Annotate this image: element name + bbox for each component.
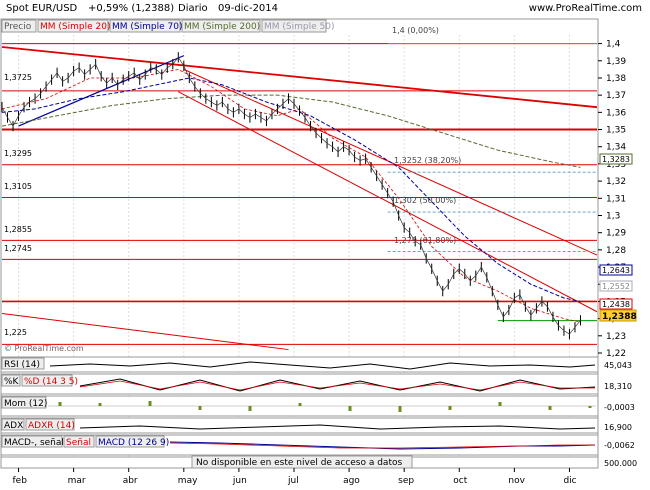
rsi-label: RSI (14) xyxy=(4,360,40,370)
y-tick-label-0: 1,4 xyxy=(606,40,621,50)
y-tick-label-8: 1,32 xyxy=(606,177,626,187)
badge-12643: 1,2643 xyxy=(602,266,630,275)
header-date: 09-dic-2014 xyxy=(218,3,279,14)
fib-label-50: 1,302 (50,00%) xyxy=(394,196,456,205)
legend-ma200: MM (Simple 200) xyxy=(184,22,260,32)
volume-notice: No disponible en este nivel de acceso a … xyxy=(196,458,402,468)
macd-label2: Señal xyxy=(66,438,91,448)
fib-label-618: 1,279 (61,80%) xyxy=(394,236,456,245)
x-tick-label-10: dic xyxy=(563,476,576,486)
trend-line-1 xyxy=(178,91,598,313)
level-labels: 1,3725 1,3295 1,3105 1,2855 1,2745 1,225 xyxy=(4,73,32,337)
stoch-value: 18,310 xyxy=(604,382,632,391)
macd-label: MACD-, señal xyxy=(4,438,64,448)
ma200-line xyxy=(1,94,581,168)
ma70-line xyxy=(1,77,581,302)
trend-line-3 xyxy=(1,312,289,351)
x-tick-label-6: ago xyxy=(343,476,360,486)
adx-value: 16,900 xyxy=(604,423,632,432)
x-tick-label-9: nov xyxy=(508,476,525,486)
mom-pane: Mom (12) -0,0003 xyxy=(0,395,635,417)
x-tick-label-2: abr xyxy=(123,476,138,486)
mom-histogram xyxy=(58,401,592,412)
rsi-line xyxy=(49,361,596,370)
moving-averages xyxy=(1,68,581,323)
x-tick-label-8: oct xyxy=(453,476,467,486)
price-badges: 1,3283 1,2643 1,2552 1,2438 1,2388 xyxy=(599,153,637,322)
adx-label2: ADXR (14) xyxy=(28,421,75,431)
ma20-line xyxy=(1,68,581,323)
fibonacci-levels xyxy=(387,43,597,252)
y-tick-label-17: 1,23 xyxy=(606,332,626,342)
volume-pane: No disponible en este nivel de acceso a … xyxy=(0,455,637,469)
legend-precio: Precio xyxy=(4,22,32,32)
adx-line xyxy=(79,424,596,430)
y-tick-label-7: 1,33 xyxy=(606,160,626,170)
adx-pane: ADX ADXR (14) 16,900 xyxy=(0,417,632,434)
x-tick-label-5: jul xyxy=(287,476,299,486)
y-tick-label-6: 1,34 xyxy=(606,143,626,153)
y-tick-label-9: 1,31 xyxy=(606,194,626,204)
ma-legend: Precio MM (Simple 20) MM (Simple 70) MM … xyxy=(1,19,334,33)
stoch-label2: %D (14 3 5) xyxy=(24,377,78,387)
legend-ma50: MM (Simple 50) xyxy=(264,22,334,32)
x-tick-label-7: sep xyxy=(398,476,414,486)
rsi-value: 45,043 xyxy=(604,361,632,370)
y-tick-label-1: 1,39 xyxy=(606,57,626,67)
trend-line-0 xyxy=(1,46,598,109)
badge-12438: 1,2438 xyxy=(602,300,630,309)
y-tick-label-5: 1,35 xyxy=(606,126,626,136)
header-change: +0,59% (1,2388) xyxy=(88,3,175,14)
badge-12388: 1,2388 xyxy=(602,312,637,322)
volume-value: 500.000 xyxy=(604,459,637,468)
level-label-13725: 1,3725 xyxy=(4,73,32,82)
y-tick-label-2: 1,38 xyxy=(606,74,626,84)
mom-label: Mom (12) xyxy=(4,399,47,409)
macd-label3: MACD (12 26 9) xyxy=(98,438,169,448)
badge-12552: 1,2552 xyxy=(602,282,630,291)
fib-label-38: 1,3252 (38,20%) xyxy=(394,156,461,165)
legend-ma70: MM (Simple 70) xyxy=(112,22,182,32)
y-tick-label-10: 1,3 xyxy=(606,211,620,221)
x-tick-label-1: mar xyxy=(68,476,86,486)
rsi-pane: RSI (14) 45,043 xyxy=(0,356,632,373)
legend-ma20: MM (Simple 20) xyxy=(40,22,110,32)
x-tick-label-3: may xyxy=(178,476,198,486)
x-axis: feb mar abr may jun jul ago sep oct nov dic xyxy=(13,468,577,486)
y-tick-label-4: 1,36 xyxy=(606,108,626,118)
stoch-k-line xyxy=(79,378,596,392)
price-line xyxy=(1,56,581,335)
header-symbol: Spot EUR/USD xyxy=(6,3,78,14)
macd-value: -0,0062 xyxy=(604,441,635,450)
mom-value: -0,0003 xyxy=(604,403,635,412)
level-label-1225: 1,225 xyxy=(4,328,27,337)
level-label-12745: 1,2745 xyxy=(4,244,32,253)
macd-pane: MACD-, señal Señal MACD (12 26 9) -0,006… xyxy=(0,434,635,456)
header-site: www.ProRealTime.com xyxy=(528,3,642,14)
level-label-13105: 1,3105 xyxy=(4,182,32,191)
header-period: Diario xyxy=(178,3,208,14)
x-tick-label-4: jun xyxy=(232,476,247,486)
stoch-label: %K xyxy=(4,377,20,387)
x-tick-label-0: feb xyxy=(13,476,28,486)
chart-header: Spot EUR/USD +0,59% (1,2388) Diario 09-d… xyxy=(0,0,650,18)
badge-13283: 1,3283 xyxy=(602,155,630,164)
stoch-d-line xyxy=(79,380,595,391)
adx-label: ADX xyxy=(4,421,23,431)
y-tick-label-3: 1,37 xyxy=(606,91,626,101)
level-label-12855: 1,2855 xyxy=(4,225,32,234)
stoch-pane: %K %D (14 3 5) 18,310 xyxy=(0,373,632,395)
y-tick-label-12: 1,28 xyxy=(606,246,626,256)
y-tick-label-11: 1,29 xyxy=(606,229,626,239)
y-tick-label-18: 1,22 xyxy=(606,349,626,359)
level-label-13295: 1,3295 xyxy=(4,149,32,158)
macd-line xyxy=(169,441,596,450)
macd-signal-line xyxy=(169,442,595,449)
price-series xyxy=(1,52,581,340)
watermark: © ProRealTime.com xyxy=(4,344,84,353)
fib-label-0: 1,4 (0,00%) xyxy=(392,26,439,35)
fib-labels: 1,4 (0,00%) 1,3252 (38,20%) 1,302 (50,00… xyxy=(392,26,461,245)
